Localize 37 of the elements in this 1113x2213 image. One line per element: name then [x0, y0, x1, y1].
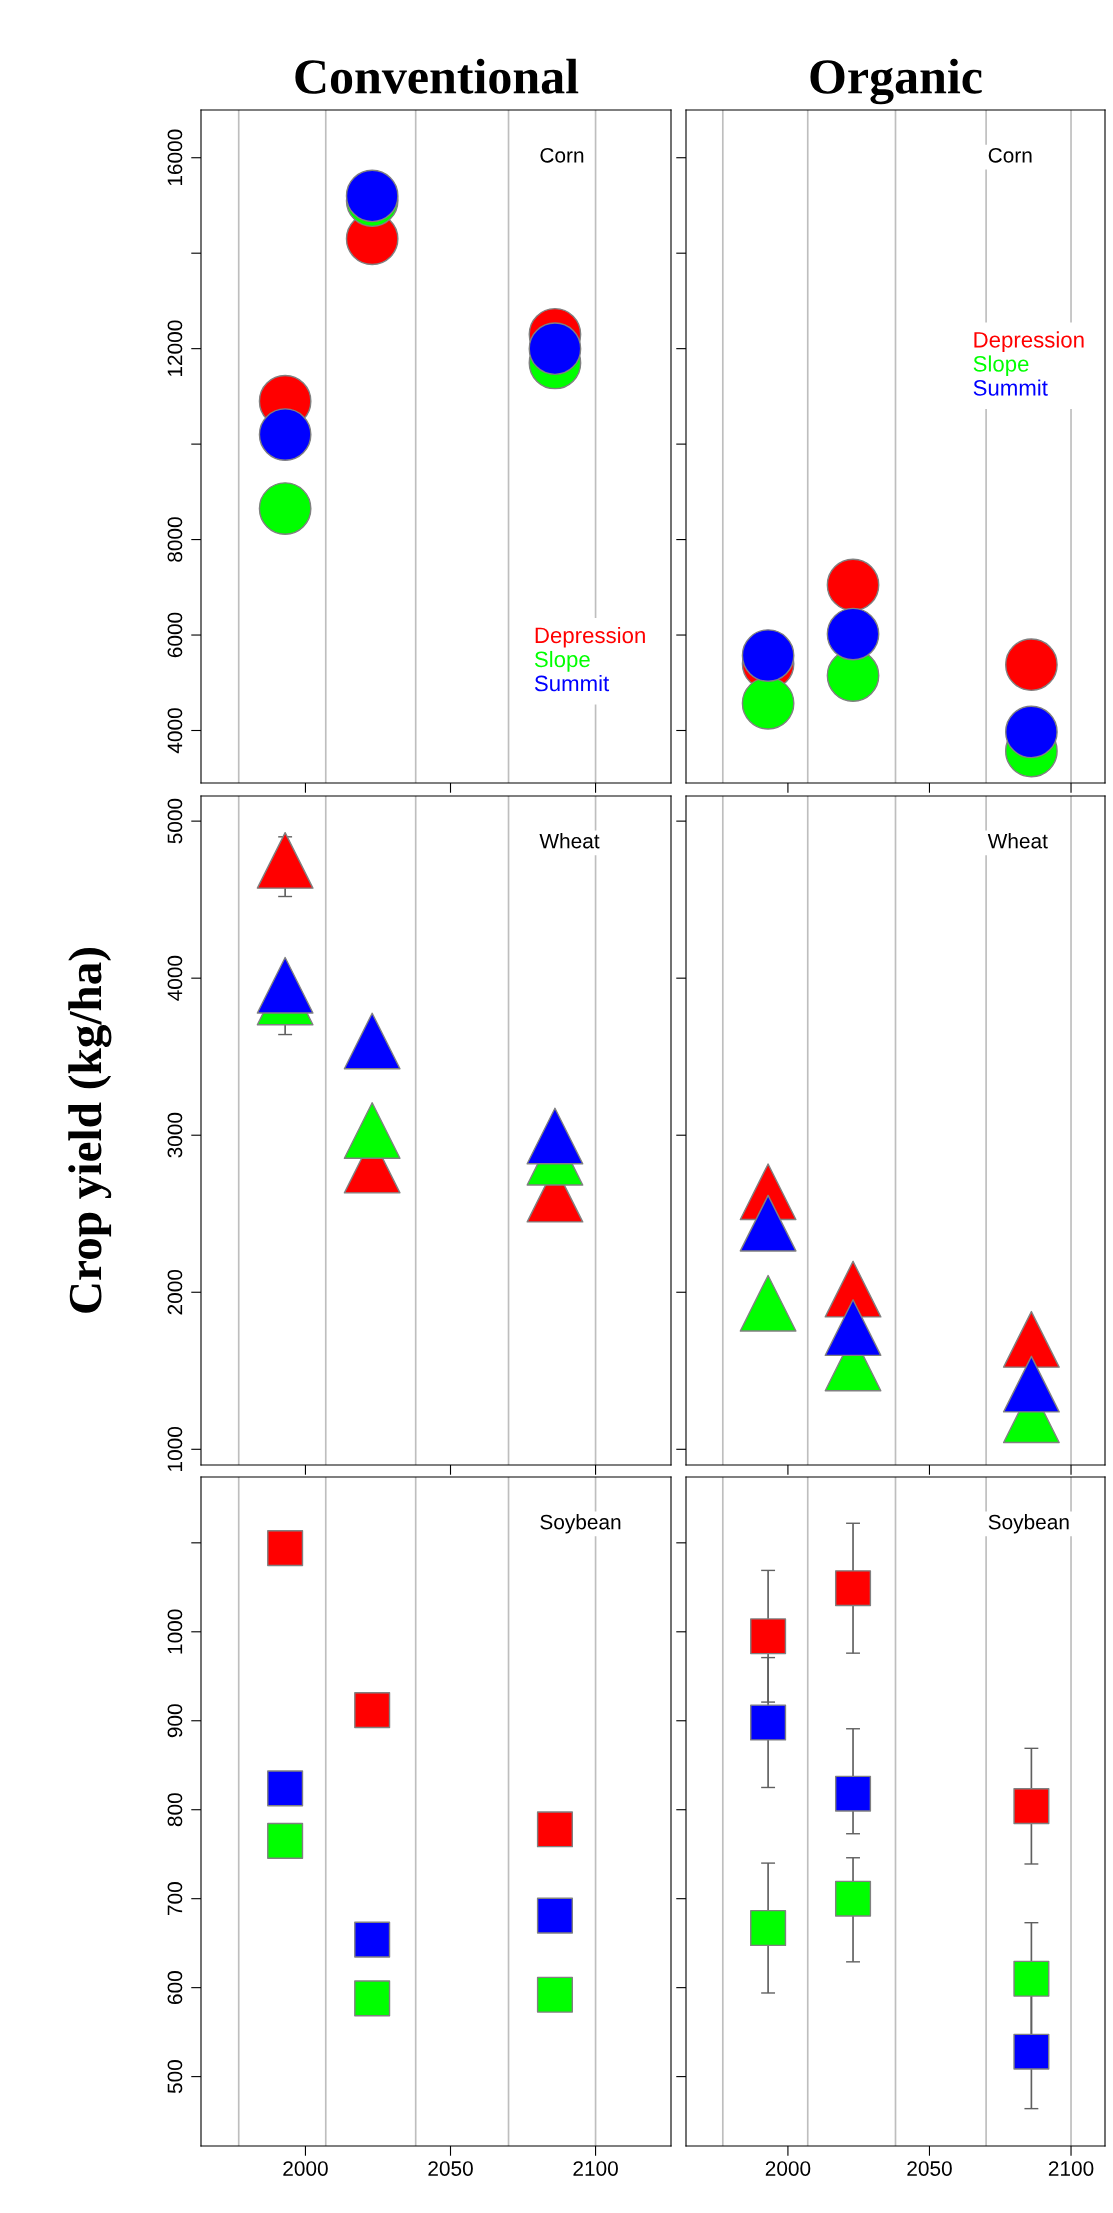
chart-title: Organic: [810, 58, 982, 105]
y-tick-label: 4000: [167, 708, 183, 754]
annotation: Wheat: [987, 833, 1048, 849]
y-tick-label: 3000: [167, 1112, 183, 1158]
y-tick-label: 600: [167, 1971, 183, 2004]
y-tick-label: 900: [167, 1704, 183, 1738]
y-tick-label: 2000: [167, 1269, 183, 1315]
text: Slope: [534, 650, 590, 672]
y-tick-label: 500: [167, 2060, 183, 2094]
text: Summit: [973, 379, 1048, 396]
x-tick-label: 2000: [765, 2161, 811, 2176]
x-tick-label: 2000: [283, 2161, 328, 2176]
annotation: Corn: [540, 147, 584, 163]
y-axis-title: Crop yield (kg/ha): [68, 948, 112, 1313]
y-tick-label: 800: [167, 1793, 183, 1827]
x-tick-label: 2100: [1048, 2161, 1094, 2176]
annotation: Soybean: [988, 1514, 1069, 1534]
annotation: Wheat: [539, 833, 600, 849]
y-tick-label: 700: [167, 1882, 183, 1915]
x-tick-label: 2050: [907, 2161, 952, 2176]
y-tick-label: 6000: [167, 612, 183, 658]
annotation: Corn: [988, 147, 1032, 163]
text: Summit: [534, 674, 610, 692]
y-tick-label: 4000: [167, 955, 183, 1001]
annotation: Soybean: [540, 1514, 621, 1534]
y-tick-label: 5000: [167, 798, 183, 844]
chart-title: Conventional: [295, 58, 579, 94]
y-tick-label: 8000: [167, 517, 183, 562]
x-tick-label: 2100: [573, 2161, 618, 2176]
y-tick-label: 16000: [167, 129, 183, 186]
y-tick-label: 1000: [167, 1426, 183, 1471]
text: Depression: [535, 626, 645, 648]
y-tick-label: 12000: [167, 320, 183, 377]
text: Slope: [973, 355, 1029, 377]
y-tick-label: 1000: [167, 1609, 183, 1654]
x-tick-label: 2050: [428, 2161, 473, 2176]
text: Depression: [974, 331, 1084, 353]
